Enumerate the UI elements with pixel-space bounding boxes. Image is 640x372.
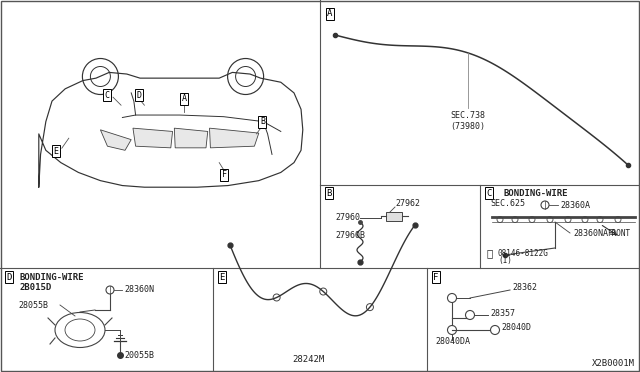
Text: 28040D: 28040D <box>501 324 531 333</box>
Text: 08146-8122G: 08146-8122G <box>498 248 549 257</box>
Circle shape <box>547 217 553 222</box>
Polygon shape <box>100 130 131 150</box>
Polygon shape <box>133 128 173 148</box>
Text: SEC.738
(73980): SEC.738 (73980) <box>450 111 485 131</box>
Text: 27960: 27960 <box>335 214 360 222</box>
Circle shape <box>582 217 588 222</box>
Text: 28040DA: 28040DA <box>435 337 470 346</box>
Circle shape <box>497 217 503 222</box>
Text: FRONT: FRONT <box>607 228 630 237</box>
Text: 28360N: 28360N <box>124 285 154 295</box>
Text: 28242M: 28242M <box>292 356 324 365</box>
Text: 27962: 27962 <box>395 199 420 208</box>
Text: D: D <box>137 91 142 100</box>
Text: 28357: 28357 <box>490 308 515 317</box>
Text: E: E <box>53 147 58 156</box>
Text: BONDING-WIRE: BONDING-WIRE <box>19 273 83 282</box>
Text: (1): (1) <box>498 256 512 264</box>
Text: 28360A: 28360A <box>560 201 590 209</box>
Text: 2B015D: 2B015D <box>19 282 51 292</box>
Text: 27960B: 27960B <box>335 231 365 241</box>
Text: SEC.625: SEC.625 <box>490 199 525 208</box>
Circle shape <box>529 217 535 222</box>
Text: B: B <box>326 189 332 198</box>
Circle shape <box>367 304 373 311</box>
Text: E: E <box>220 273 225 282</box>
Text: 20055B: 20055B <box>124 350 154 359</box>
Text: 28055B: 28055B <box>18 301 48 310</box>
Text: C: C <box>104 91 109 100</box>
Circle shape <box>597 217 603 222</box>
Text: 28362: 28362 <box>512 283 537 292</box>
Bar <box>386 212 402 221</box>
Text: B: B <box>260 118 265 126</box>
Text: 28360NA: 28360NA <box>573 228 608 237</box>
Circle shape <box>615 217 621 222</box>
Polygon shape <box>209 128 259 148</box>
Text: Ⓑ: Ⓑ <box>487 248 493 258</box>
Circle shape <box>565 217 571 222</box>
Text: BONDING-WIRE: BONDING-WIRE <box>504 189 568 198</box>
Polygon shape <box>174 128 208 148</box>
Circle shape <box>512 217 518 222</box>
Text: F: F <box>221 170 227 179</box>
Text: A: A <box>327 10 333 19</box>
Text: A: A <box>182 94 186 103</box>
Text: X2B0001M: X2B0001M <box>592 359 635 368</box>
Circle shape <box>320 288 327 295</box>
Text: C: C <box>486 189 492 198</box>
Text: F: F <box>433 273 438 282</box>
Circle shape <box>273 294 280 301</box>
Text: D: D <box>6 273 12 282</box>
